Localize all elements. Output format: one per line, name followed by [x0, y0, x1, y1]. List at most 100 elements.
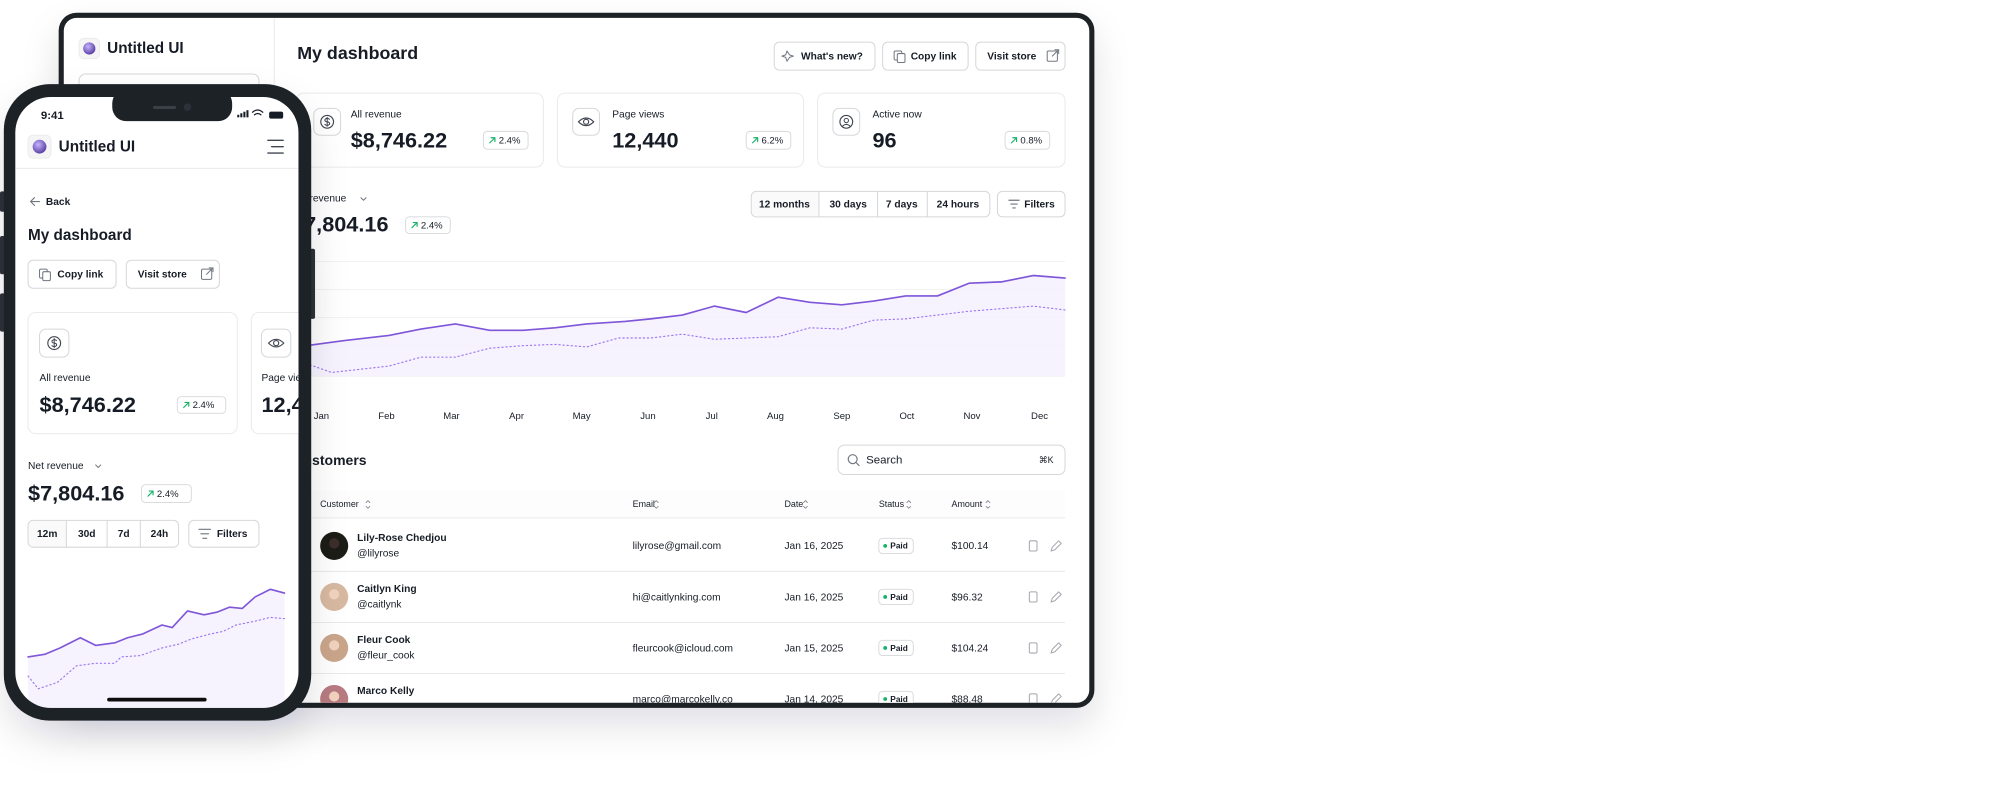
icon — [267, 338, 285, 348]
back-arrow — [30, 197, 41, 206]
stat-value: $8,746.22 — [351, 127, 447, 152]
button[interactable] — [27, 259, 117, 289]
customer-handle: @fleur_cook — [357, 650, 415, 661]
sort-icon — [985, 500, 991, 509]
stat-value: 12,440 — [261, 392, 327, 417]
icon — [273, 339, 280, 347]
brand: Untitled UI — [59, 138, 135, 155]
edit-button[interactable] — [1050, 540, 1062, 552]
net-revenue-label: Net revenue — [291, 194, 347, 205]
stat-label: All revenue — [351, 109, 402, 120]
badge-label: 2.4% — [193, 400, 215, 411]
speaker — [153, 105, 177, 110]
status-dot — [883, 697, 888, 701]
chart-line-secondary — [27, 616, 286, 690]
filter-icon — [1008, 199, 1020, 209]
sort-icon — [803, 500, 808, 509]
period-tab[interactable]: 24 hours — [937, 199, 980, 210]
button-label: Copy link — [57, 270, 103, 281]
delete-button[interactable] — [1028, 591, 1038, 603]
trend-arrow — [751, 137, 759, 144]
badge-label: 6.2% — [761, 135, 783, 146]
customer-date: Jan 16, 2025 — [784, 541, 843, 552]
icon — [320, 114, 335, 129]
trend-arrow — [489, 137, 496, 144]
stat-value: 12,440 — [612, 127, 678, 152]
trend-arrow — [1010, 137, 1018, 144]
logo-mark — [83, 42, 96, 55]
customer-date: Jan 16, 2025 — [784, 592, 843, 603]
edit-button[interactable] — [1050, 693, 1062, 704]
period-tab[interactable]: 7 days — [886, 199, 918, 210]
chart-line — [305, 274, 1066, 347]
back-link[interactable]: Back — [46, 197, 71, 208]
sort-icon — [653, 500, 659, 509]
battery — [269, 111, 284, 119]
period-tab[interactable]: 12m — [37, 529, 57, 540]
icon-box — [832, 107, 861, 136]
edit-button[interactable] — [1050, 642, 1062, 654]
trend-arrow — [147, 490, 154, 497]
icon — [47, 336, 62, 351]
notch — [112, 96, 233, 122]
badge — [745, 130, 792, 150]
chevron — [360, 197, 367, 201]
button[interactable] — [882, 41, 969, 71]
chart-area — [28, 589, 285, 708]
edit-button[interactable] — [1050, 591, 1062, 603]
logo-mark — [32, 139, 47, 154]
filters-label: Filters — [217, 529, 248, 540]
filters-button[interactable] — [188, 519, 260, 548]
delete-button[interactable] — [1028, 642, 1038, 654]
icon — [841, 123, 851, 127]
search-box[interactable] — [837, 444, 1066, 475]
customer-amount: $100.14 — [952, 541, 989, 552]
period-tab[interactable]: 24h — [151, 529, 169, 540]
search-icon — [855, 461, 860, 467]
button[interactable] — [125, 259, 220, 289]
camera — [183, 103, 192, 111]
icon — [839, 114, 854, 129]
scene: Untitled UI My dashboard What's new? Copy l… — [0, 12, 1095, 721]
period-tab[interactable]: 30 days — [830, 199, 868, 210]
month-label: Dec — [1031, 411, 1048, 422]
delete-button[interactable] — [1028, 693, 1038, 704]
icon — [1051, 49, 1060, 57]
customer-name: Caitlyn King — [357, 584, 416, 595]
month-label: Jul — [706, 411, 718, 422]
stat-label: Page views — [261, 373, 313, 384]
badge — [176, 396, 227, 414]
customer-amount: $104.24 — [952, 643, 989, 654]
search-placeholder: Search — [866, 454, 902, 466]
status-badge — [878, 588, 914, 606]
delete-button[interactable] — [1028, 540, 1038, 552]
button-label: Copy link — [911, 51, 957, 62]
chevron — [95, 464, 102, 468]
button-label: Visit store — [138, 270, 187, 281]
icon — [896, 53, 906, 64]
period-tab-active — [751, 191, 820, 217]
stat-label: All revenue — [40, 373, 91, 384]
status-badge — [878, 639, 914, 657]
signal-bar — [246, 110, 249, 118]
period-tab[interactable]: 7d — [118, 529, 130, 540]
button[interactable] — [975, 41, 1066, 71]
trend-arrow — [183, 401, 190, 409]
button[interactable] — [773, 41, 876, 71]
search-shortcut: ⌘K — [1039, 455, 1054, 465]
filters-label: Filters — [1024, 199, 1055, 210]
badge-label: 2.4% — [499, 135, 521, 146]
status-label: Paid — [890, 541, 908, 551]
status-dot — [883, 544, 888, 548]
filters-button[interactable] — [996, 190, 1066, 218]
period-tab[interactable]: 30d — [78, 529, 96, 540]
customer-amount: $88.48 — [952, 694, 983, 705]
tablet: Untitled UI My dashboard What's new? Copy l… — [58, 12, 1095, 708]
customer-handle: @caitlynk — [357, 599, 402, 610]
stat-label: Active now — [872, 109, 922, 120]
customers-title: Customers — [293, 452, 366, 468]
period-tab[interactable]: 12 months — [759, 199, 810, 210]
status-dot — [883, 595, 888, 599]
table-header — [306, 491, 1066, 518]
